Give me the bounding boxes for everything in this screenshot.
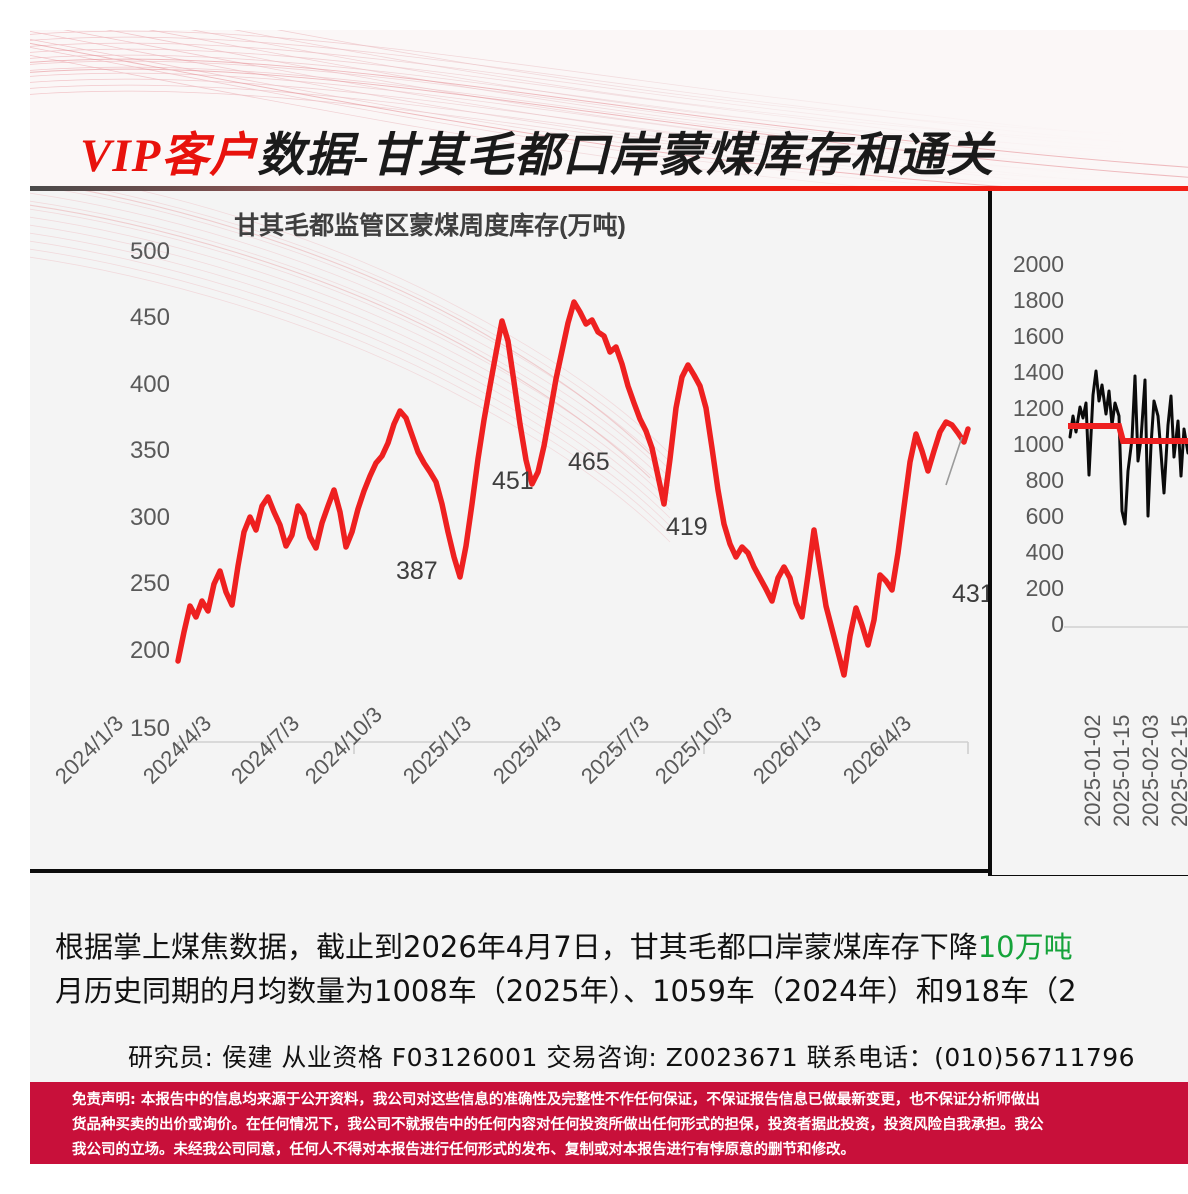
annotation-451: 451 <box>492 467 534 495</box>
right-chart-plot <box>1064 369 1188 628</box>
left-chart-series-line <box>175 299 971 678</box>
y-tick-200: 200 <box>129 637 170 664</box>
body-text-block: 根据掌上煤焦数据，截止到2026年4月7日，甘其毛都口岸蒙煤库存下降10万吨 月… <box>30 880 1188 1035</box>
x-tick-1: 2024/4/3 <box>138 710 217 789</box>
annotation-431: 431 <box>952 580 988 608</box>
ry-tick-1400: 1400 <box>1012 359 1064 385</box>
rx-tick-2: 2025-02-03 <box>1138 714 1163 827</box>
y-tick-500: 500 <box>129 238 170 265</box>
left-chart-x-axis: 2024/1/3 2024/4/3 2024/7/3 2024/10/3 202… <box>30 191 988 869</box>
y-tick-450: 450 <box>129 304 170 331</box>
ry-tick-2000: 2000 <box>1012 251 1064 277</box>
annotation-465: 465 <box>568 448 610 476</box>
x-tick-7: 2025/10/3 <box>650 701 737 789</box>
left-chart-y-axis: 500 450 400 350 300 250 200 150 <box>90 191 170 869</box>
right-chart-daily-line <box>1068 369 1188 526</box>
body-text-line-1a: 根据掌上煤焦数据，截止到2026年4月7日，甘其毛都口岸蒙煤库存下降 <box>55 930 978 964</box>
right-chart-y-axis: 2000 1800 1600 1400 1200 1000 800 600 40… <box>992 191 1064 875</box>
left-chart-panel: 甘其毛都监管区蒙煤周度库存(万吨) 500 450 400 350 300 25… <box>30 191 988 873</box>
ry-tick-0: 0 <box>1051 611 1064 637</box>
y-tick-400: 400 <box>129 371 170 398</box>
ry-tick-600: 600 <box>1025 503 1064 529</box>
ry-tick-1200: 1200 <box>1012 395 1064 421</box>
x-tick-4: 2025/1/3 <box>398 710 477 789</box>
x-tick-2: 2024/7/3 <box>226 710 305 789</box>
y-tick-300: 300 <box>129 504 170 531</box>
y-tick-150: 150 <box>129 715 170 742</box>
x-tick-6: 2025/7/3 <box>576 710 655 789</box>
slide-header: VIP客户数据-甘其毛都口岸蒙煤库存和通关 <box>30 30 1188 190</box>
x-tick-8: 2026/1/3 <box>748 710 827 789</box>
rx-tick-0: 2025-01-02 <box>1080 714 1105 827</box>
x-tick-9: 2026/4/3 <box>838 710 917 789</box>
disclaimer-line-2: 货品种买卖的出价或询价。在任何情况下，我公司不就报告中的任何内容对任何投资所做出… <box>72 1117 1044 1133</box>
disclaimer-banner: 免责声明: 本报告中的信息均来源于公开资料，我公司对这些信息的准确性及完整性不作… <box>30 1082 1188 1164</box>
slide-bottom-margin <box>30 1164 1188 1194</box>
left-chart-plot <box>175 299 971 754</box>
right-chart-average-line <box>1068 423 1188 444</box>
decorative-swirl-header <box>30 30 1188 190</box>
slide-left-margin <box>0 0 30 1194</box>
decorative-swirl-charts <box>30 191 671 543</box>
slide-top-margin <box>0 0 1188 30</box>
body-text-line-1: 根据掌上煤焦数据，截止到2026年4月7日，甘其毛都口岸蒙煤库存下降10万吨 <box>55 924 1073 966</box>
charts-row: 甘其毛都监管区蒙煤周度库存(万吨) 500 450 400 350 300 25… <box>30 191 1188 876</box>
ry-tick-800: 800 <box>1025 467 1064 493</box>
y-tick-350: 350 <box>129 437 170 464</box>
header-divider-rule <box>30 186 1188 191</box>
page-title: VIP客户数据-甘其毛都口岸蒙煤库存和通关 <box>80 116 994 185</box>
page-title-vip: VIP客户 <box>80 130 258 182</box>
ry-tick-1000: 1000 <box>1012 431 1064 457</box>
right-chart-panel: 2000 1800 1600 1400 1200 1000 800 600 40… <box>988 191 1188 876</box>
x-tick-0: 2024/1/3 <box>50 710 129 789</box>
page-title-rest: 数据-甘其毛都口岸蒙煤库存和通关 <box>257 130 995 182</box>
left-chart-title: 甘其毛都监管区蒙煤周度库存(万吨) <box>234 212 626 240</box>
x-tick-5: 2025/4/3 <box>488 710 567 789</box>
rx-tick-3: 2025-02-15 <box>1167 714 1188 827</box>
ry-tick-400: 400 <box>1025 539 1064 565</box>
ry-tick-1600: 1600 <box>1012 323 1064 349</box>
disclaimer-line-1: 免责声明: 本报告中的信息均来源于公开资料，我公司对这些信息的准确性及完整性不作… <box>72 1092 1040 1108</box>
annotation-387: 387 <box>396 557 438 585</box>
body-text-highlight: 10万吨 <box>977 930 1073 964</box>
y-tick-250: 250 <box>129 570 170 597</box>
annotation-419: 419 <box>666 513 708 541</box>
disclaimer-line-3: 我公司的立场。未经我公司同意，任何人不得对本报告进行任何形式的发布、复制或对本报… <box>72 1142 855 1158</box>
x-tick-3: 2024/10/3 <box>300 701 387 789</box>
researcher-info: 研究员: 侯建 从业资格 F03126001 交易咨询: Z0023671 联系… <box>30 1038 1188 1082</box>
ry-tick-1800: 1800 <box>1012 287 1064 313</box>
body-text-line-2: 月历史同期的月均数量为1008车（2025年）、1059车（2024年）和918… <box>55 974 1077 1008</box>
ry-tick-200: 200 <box>1025 575 1064 601</box>
rx-tick-1: 2025-01-15 <box>1109 714 1134 827</box>
